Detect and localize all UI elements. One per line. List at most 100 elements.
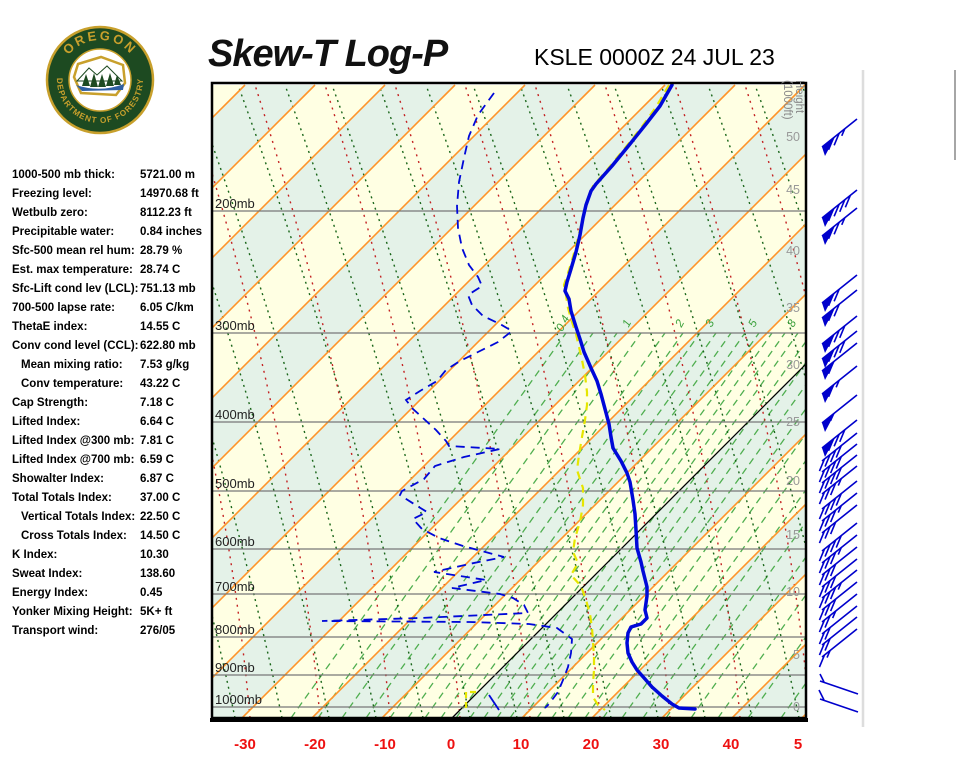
stat-row: Lifted Index @700 mb: 6.59 C bbox=[12, 451, 217, 470]
stat-value: 14.55 C bbox=[140, 321, 181, 333]
x-axis-labels: -30 -20 -10 0 10 20 30 40 5 bbox=[234, 736, 802, 753]
svg-text:5: 5 bbox=[793, 648, 800, 662]
svg-text:25: 25 bbox=[786, 415, 800, 429]
svg-text:(1000ft): (1000ft) bbox=[781, 80, 793, 120]
stat-row: Freezing level: 14970.68 ft bbox=[12, 185, 217, 204]
stat-label: 1000-500 mb thick: bbox=[12, 169, 115, 181]
stat-value: 10.30 bbox=[140, 549, 169, 561]
odf-logo-graphic: OREGON DEPARTMENT OF FORESTRY bbox=[45, 25, 155, 135]
stat-value: 0.84 inches bbox=[140, 226, 203, 238]
stat-label: Energy Index: bbox=[12, 587, 89, 599]
stat-label: Sfc-500 mean rel hum: bbox=[12, 245, 135, 257]
stat-value: 14970.68 ft bbox=[140, 188, 199, 200]
stat-row: Est. max temperature: 28.74 C bbox=[12, 261, 217, 280]
stat-label: Showalter Index: bbox=[12, 473, 105, 485]
stat-row: 1000-500 mb thick: 5721.00 m bbox=[12, 166, 217, 185]
stat-value: 37.00 C bbox=[140, 492, 181, 504]
svg-text:50: 50 bbox=[786, 130, 800, 144]
stat-row: Wetbulb zero: 8112.23 ft bbox=[12, 204, 217, 223]
stat-value: 8112.23 ft bbox=[140, 207, 192, 219]
stat-label: Mean mixing ratio: bbox=[21, 359, 123, 371]
svg-text:1: 1 bbox=[621, 318, 635, 329]
stat-label: ThetaE index: bbox=[12, 321, 88, 333]
svg-text:500mb: 500mb bbox=[215, 476, 255, 491]
stat-value: 6.64 C bbox=[140, 416, 174, 428]
stat-label: Vertical Totals Index: bbox=[21, 511, 136, 523]
stat-label: Lifted Index: bbox=[12, 416, 81, 428]
stat-label: Precipitable water: bbox=[12, 226, 115, 238]
stat-value: 7.53 g/kg bbox=[140, 359, 190, 371]
stat-value: 43.22 C bbox=[140, 378, 181, 390]
svg-text:5: 5 bbox=[747, 317, 761, 329]
svg-text:40: 40 bbox=[786, 244, 800, 258]
stat-label: Sfc-Lift cond lev (LCL): bbox=[12, 283, 139, 295]
stat-row: Total Totals Index: 37.00 C bbox=[12, 489, 217, 508]
svg-text:1000mb: 1000mb bbox=[215, 692, 262, 707]
stat-value: 14.50 C bbox=[140, 530, 181, 542]
stat-value: 0.45 bbox=[140, 587, 163, 599]
indices-panel: 1000-500 mb thick: 5721.00 m Freezing leve… bbox=[12, 166, 217, 641]
stat-value: 28.74 C bbox=[140, 264, 181, 276]
svg-text:600mb: 600mb bbox=[215, 534, 255, 549]
svg-text:40: 40 bbox=[723, 736, 740, 753]
stat-row: K Index: 10.30 bbox=[12, 546, 217, 565]
svg-text:0: 0 bbox=[447, 736, 455, 753]
svg-text:20: 20 bbox=[583, 736, 600, 753]
stat-row: 700-500 lapse rate: 6.05 C/km bbox=[12, 299, 217, 318]
svg-text:8: 8 bbox=[786, 317, 800, 329]
stat-value: 7.18 C bbox=[140, 397, 174, 409]
stat-label: Transport wind: bbox=[12, 625, 99, 637]
stat-value: 6.59 C bbox=[140, 454, 174, 466]
svg-text:30: 30 bbox=[786, 358, 800, 372]
wind-barb-axis bbox=[861, 70, 956, 727]
svg-text:-30: -30 bbox=[234, 736, 256, 753]
stat-value: 7.81 C bbox=[140, 435, 174, 447]
station-datetime: KSLE 0000Z 24 JUL 23 bbox=[534, 44, 775, 70]
stat-row: Conv temperature: 43.22 C bbox=[12, 375, 217, 394]
page-title: Skew-T Log-P bbox=[208, 33, 448, 75]
stat-row: Sfc-Lift cond lev (LCL): 751.13 mb bbox=[12, 280, 217, 299]
temperature-trace bbox=[563, 83, 697, 711]
svg-text:200mb: 200mb bbox=[215, 196, 255, 211]
wind-barbs bbox=[818, 118, 859, 713]
svg-text:800mb: 800mb bbox=[215, 622, 255, 637]
stat-label: Lifted Index @700 mb: bbox=[12, 454, 135, 466]
stat-row: Showalter Index: 6.87 C bbox=[12, 470, 217, 489]
stat-value: 622.80 mb bbox=[140, 340, 196, 352]
svg-text:35: 35 bbox=[786, 301, 800, 315]
stat-row: Sfc-500 mean rel hum: 28.79 % bbox=[12, 242, 217, 261]
stat-label: Lifted Index @300 mb: bbox=[12, 435, 135, 447]
svg-text:400mb: 400mb bbox=[215, 407, 255, 422]
stat-label: Wetbulb zero: bbox=[12, 207, 88, 219]
svg-text:30: 30 bbox=[653, 736, 670, 753]
svg-text:300mb: 300mb bbox=[215, 318, 255, 333]
svg-text:700mb: 700mb bbox=[215, 579, 255, 594]
stat-row: Lifted Index @300 mb: 7.81 C bbox=[12, 432, 217, 451]
chart-frame bbox=[210, 81, 808, 722]
stat-label: Conv cond level (CCL): bbox=[12, 340, 139, 352]
stat-row: Yonker Mixing Height: 5K+ ft bbox=[12, 603, 217, 622]
stat-value: 28.79 % bbox=[140, 245, 183, 257]
svg-text:45: 45 bbox=[786, 183, 800, 197]
pressure-labels: 200mb 300mb 400mb 500mb 600mb 700mb 800mb 900mb… bbox=[215, 196, 262, 707]
dewpoint-trace bbox=[321, 92, 573, 711]
stat-value: 276/05 bbox=[140, 625, 176, 637]
mixing-ratio-lines bbox=[290, 332, 806, 718]
stat-value: 5K+ ft bbox=[140, 606, 173, 618]
stat-row: ThetaE index: 14.55 C bbox=[12, 318, 217, 337]
stat-value: 6.87 C bbox=[140, 473, 174, 485]
isotherms bbox=[212, 84, 806, 718]
stat-value: 22.50 C bbox=[140, 511, 181, 523]
svg-text:5: 5 bbox=[794, 736, 802, 753]
stat-label: Est. max temperature: bbox=[12, 264, 133, 276]
odf-logo: OREGON DEPARTMENT OF FORESTRY bbox=[44, 24, 156, 136]
stat-label: Freezing level: bbox=[12, 188, 92, 200]
stat-row: Cross Totals Index: 14.50 C bbox=[12, 527, 217, 546]
stat-row: Cap Strength: 7.18 C bbox=[12, 394, 217, 413]
stat-label: Total Totals Index: bbox=[12, 492, 112, 504]
svg-text:0: 0 bbox=[793, 700, 800, 714]
stat-row: Mean mixing ratio: 7.53 g/kg bbox=[12, 356, 217, 375]
